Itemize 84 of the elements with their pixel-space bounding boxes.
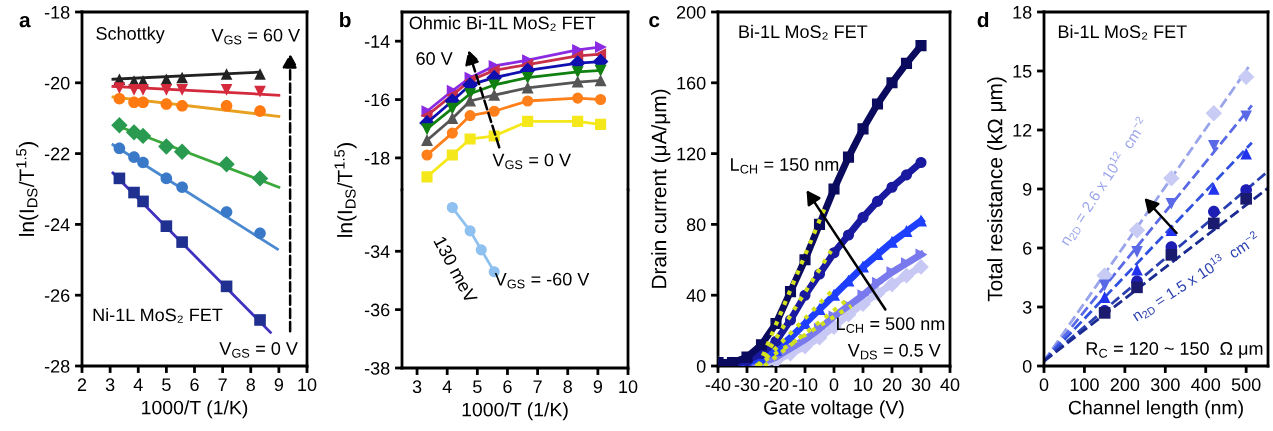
x-tick-label: 20	[882, 378, 902, 392]
annotation: 130 meV	[433, 235, 478, 305]
chart-title: d	[977, 12, 989, 28]
y-tick-label: -34	[364, 245, 390, 258]
x-tick-label: 200	[1110, 378, 1140, 392]
chart-title: b	[340, 12, 351, 28]
x-tick-label: 2	[77, 378, 87, 391]
x-tick-label: 9	[593, 380, 603, 394]
annotation: Bi-1L MoS₂ FET	[739, 24, 868, 40]
x-tick-label: 6	[190, 378, 199, 392]
y-axis-title: Total resistance (kΩ μm)	[987, 77, 1007, 302]
x-tick-label: 8	[563, 380, 572, 394]
x-tick-label: 100	[1070, 378, 1099, 392]
x-tick-label: 9	[274, 378, 284, 392]
x-tick-label: 3	[105, 378, 115, 392]
y-tick-label: -24	[44, 218, 70, 231]
x-tick-label: 10	[619, 380, 638, 394]
y-axis-title: ln(I$_{DS}$/T$^{1.5}$)	[16, 142, 39, 236]
y-axis-title: Drain current (μA/μm)	[651, 89, 671, 288]
chart-title: a	[19, 15, 31, 28]
annotation: V$_{GS}$ = 0 V	[219, 342, 298, 358]
y-tick-label: 0	[1022, 359, 1032, 373]
y-tick-label: 6	[1023, 241, 1032, 255]
x-tick-label: 6	[503, 380, 512, 394]
annotation: L$_{CH}$ = 500 nm	[837, 317, 945, 333]
x-tick-label: 10	[298, 378, 317, 392]
chart-title: c	[649, 15, 660, 28]
y-tick-label: 0	[696, 359, 706, 373]
y-tick-label: -26	[44, 289, 70, 302]
x-tick-label: 40	[940, 378, 960, 392]
x-axis-title: 1000/T (1/K)	[462, 402, 568, 421]
y-tick-label: -16	[364, 93, 390, 107]
annotation: V$_{GS}$ = 60 V	[211, 28, 301, 45]
x-tick-label: -40	[705, 378, 731, 392]
y-tick-label: 120	[677, 147, 706, 161]
x-tick-label: 500	[1231, 378, 1261, 392]
annotation: V$_{GS}$ = -60 V	[494, 272, 590, 289]
annotation: R$_{C}$ = 120 ~ 150 Ω μm	[1086, 342, 1263, 359]
y-tick-label: -28	[44, 359, 70, 373]
x-axis-title: Gate voltage (V)	[764, 400, 904, 419]
x-axis-title: Channel length (nm)	[1068, 400, 1243, 419]
x-tick-label: 0	[829, 378, 839, 392]
x-tick-label: 4	[442, 380, 452, 393]
annotation: V$_{GS}$ = 0 V	[492, 153, 571, 170]
x-tick-label: 8	[246, 378, 255, 392]
x-tick-label: 300	[1150, 378, 1180, 392]
x-tick-label: 0	[1039, 378, 1049, 392]
y-tick-label: -36	[364, 303, 390, 317]
x-tick-label: 4	[133, 378, 143, 391]
y-tick-label: -38	[364, 361, 390, 375]
x-tick-label: 30	[911, 378, 931, 392]
y-tick-label: -14	[364, 35, 390, 48]
x-tick-label: -30	[734, 378, 760, 392]
y-tick-label: 15	[1013, 65, 1032, 78]
annotation: Bi-1L MoS₂ FET	[1058, 24, 1187, 40]
x-tick-label: 5	[162, 378, 171, 392]
y-tick-label: 3	[1022, 300, 1032, 314]
annotation: Ni-1L MoS₂ FET	[93, 308, 223, 323]
y-tick-label: 160	[677, 76, 706, 90]
x-tick-label: 7	[218, 378, 227, 391]
x-tick-label: 5	[473, 380, 482, 394]
y-tick-label: 40	[686, 289, 706, 302]
x-axis-title: 1000/T (1/K)	[142, 400, 248, 419]
annotation: L$_{CH}$ = 150 nm	[731, 158, 839, 174]
y-tick-label: -18	[364, 151, 390, 165]
y-tick-label: 200	[676, 5, 706, 19]
x-tick-label: -10	[792, 378, 818, 392]
y-tick-label: 80	[686, 218, 706, 232]
annotation: V$_{DS}$ = 0.5 V	[847, 343, 941, 360]
y-tick-label: -18	[44, 5, 70, 19]
y-axis-title: ln(I$_{DS}$/T$^{1.5}$)	[334, 143, 357, 237]
annotation: 60 V	[416, 52, 453, 65]
x-tick-label: 10	[854, 378, 873, 392]
y-tick-label: 18	[1013, 5, 1032, 19]
y-tick-label: -22	[44, 147, 70, 161]
x-tick-label: 400	[1191, 378, 1221, 392]
y-tick-label: 12	[1013, 123, 1032, 137]
x-tick-label: -20	[763, 378, 789, 392]
annotation: Schottky	[96, 26, 165, 44]
x-tick-label: 7	[533, 380, 542, 393]
y-tick-label: -20	[44, 76, 70, 90]
y-tick-label: 9	[1023, 182, 1032, 196]
annotation: Ohmic Bi-1L MoS₂ FET	[409, 16, 596, 31]
x-tick-label: 3	[412, 380, 422, 394]
